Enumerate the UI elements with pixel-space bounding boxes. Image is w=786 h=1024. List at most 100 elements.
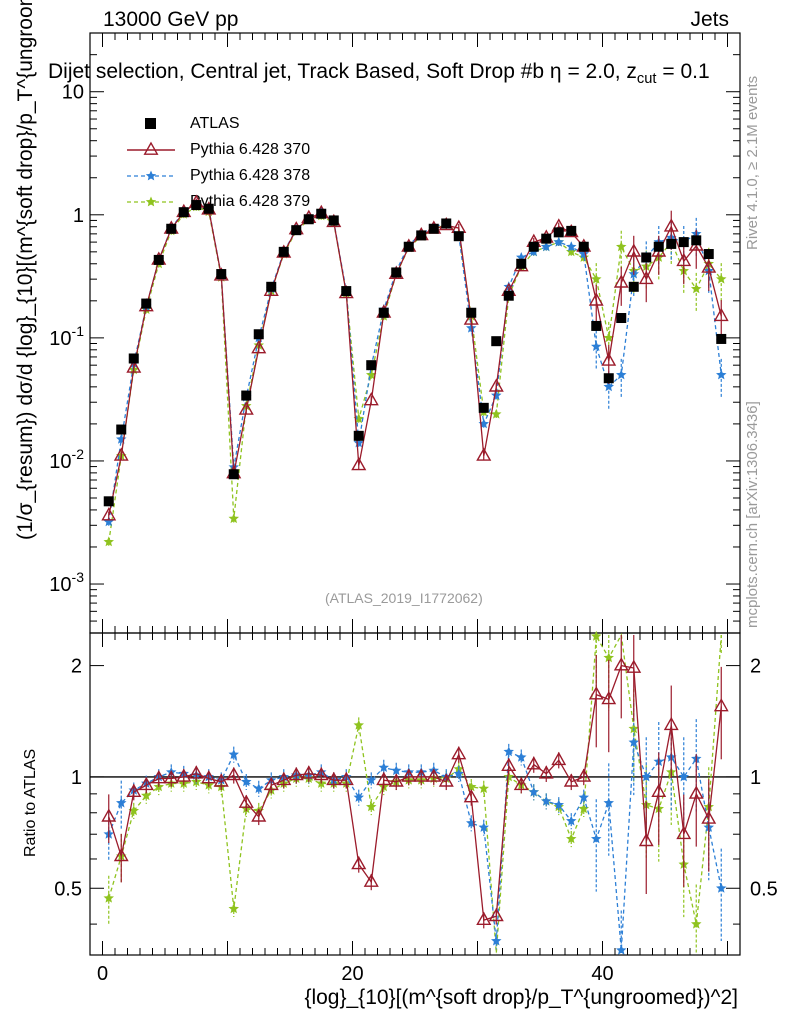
data-point-ratio <box>578 792 589 802</box>
data-point-atlas <box>166 223 177 234</box>
data-point-ratio <box>701 810 717 824</box>
data-point-atlas <box>128 353 139 364</box>
x-tick-label: 40 <box>591 963 613 985</box>
data-point-main <box>663 218 679 232</box>
data-point-ratio <box>238 794 254 808</box>
data-point-main <box>601 352 617 366</box>
data-point-main <box>491 390 502 400</box>
series-line-main-1 <box>108 202 722 516</box>
data-point-atlas <box>341 286 352 297</box>
data-point-ratio <box>101 808 117 822</box>
data-point-atlas <box>416 230 427 241</box>
data-point-ratio <box>478 822 489 832</box>
x-axis-label: {log}_{10}[(m^{soft drop}/p_T^{ungroomed… <box>304 986 738 1009</box>
data-point-main <box>491 408 502 419</box>
data-point-ratio <box>353 792 364 802</box>
data-point-ratio <box>578 803 589 814</box>
data-point-ratio <box>151 770 167 784</box>
data-point-main <box>691 283 702 294</box>
data-point-atlas <box>666 238 677 249</box>
legend-marker-379 <box>145 196 157 207</box>
data-point-main <box>716 273 727 284</box>
data-point-ratio <box>338 771 354 786</box>
data-point-ratio <box>226 766 242 781</box>
data-point-ratio <box>426 768 442 782</box>
data-point-atlas <box>316 208 327 219</box>
data-point-main <box>701 259 717 273</box>
data-point-main <box>638 270 654 285</box>
data-point-ratio <box>363 873 379 887</box>
plot-title-suffix: = 2.0, z <box>567 60 637 83</box>
data-point-main <box>351 456 367 471</box>
data-point-ratio <box>301 765 317 779</box>
y-tick-label-ratio-right: 0.5 <box>750 878 778 900</box>
data-point-ratio <box>188 765 204 779</box>
data-point-main <box>353 437 364 448</box>
data-point-ratio <box>201 770 217 784</box>
data-point-ratio <box>638 832 654 847</box>
data-point-ratio <box>263 776 279 791</box>
data-point-atlas <box>603 373 614 384</box>
data-point-main <box>676 252 692 267</box>
data-point-ratio <box>491 935 502 946</box>
data-point-atlas <box>228 469 239 480</box>
data-point-atlas <box>628 281 639 292</box>
header-right: Jets <box>690 8 729 31</box>
data-point-atlas <box>516 258 527 269</box>
data-point-main <box>251 340 267 354</box>
data-point-atlas <box>353 430 364 441</box>
x-tick-label: 0 <box>97 963 108 985</box>
data-point-ratio <box>388 773 404 787</box>
plot-title: Dijet selection, Central jet, Track Base… <box>48 60 710 87</box>
y-tick-label-main: 10-1 <box>49 323 84 350</box>
data-point-main <box>366 369 377 380</box>
data-point-ratio <box>601 690 617 705</box>
data-point-main <box>463 311 479 325</box>
data-point-main <box>126 359 142 373</box>
data-point-ratio <box>663 716 679 731</box>
data-point-main <box>466 322 477 333</box>
data-point-ratio <box>626 659 642 673</box>
series-line-main-3 <box>108 206 722 542</box>
data-point-main <box>566 246 577 257</box>
data-point-main <box>603 381 614 392</box>
data-point-main <box>616 369 627 380</box>
data-point-ratio <box>391 765 402 776</box>
header-left: 13000 GeV pp <box>103 8 239 31</box>
data-point-ratio <box>678 771 689 782</box>
data-point-atlas <box>441 218 452 229</box>
data-point-atlas <box>291 225 302 236</box>
data-point-ratio <box>103 892 114 903</box>
series-line-ratio-3 <box>108 632 722 954</box>
data-point-ratio <box>326 771 342 786</box>
data-point-atlas <box>453 231 464 242</box>
data-point-ratio <box>641 771 652 782</box>
data-point-atlas <box>503 290 514 301</box>
data-point-ratio <box>126 783 142 797</box>
legend-label-pythia-379: Pythia 6.428 379 <box>190 193 311 210</box>
data-point-ratio <box>253 783 264 793</box>
data-point-ratio <box>241 776 252 787</box>
data-point-ratio <box>501 757 517 771</box>
data-point-ratio <box>378 762 389 772</box>
series-line-ratio-1 <box>108 664 722 921</box>
data-point-atlas <box>541 233 552 244</box>
data-point-ratio <box>288 766 304 781</box>
data-point-ratio <box>503 771 514 782</box>
y-tick-label-ratio: 1 <box>71 767 82 789</box>
analysis-watermark: (ATLAS_2019_I1772062) <box>325 590 483 606</box>
data-point-ratio <box>553 799 564 810</box>
data-point-main <box>541 241 552 252</box>
y-tick-label-main: 10 <box>62 82 84 104</box>
data-point-main <box>626 243 642 257</box>
data-point-atlas <box>241 390 252 401</box>
y-tick-label-ratio-right: 1 <box>750 767 761 789</box>
legend-label-atlas: ATLAS <box>190 115 240 132</box>
data-point-ratio <box>128 805 139 816</box>
data-point-atlas <box>203 203 214 214</box>
data-point-atlas <box>178 207 189 218</box>
data-point-atlas <box>378 307 389 318</box>
data-point-atlas <box>266 281 277 292</box>
data-point-atlas <box>703 249 714 260</box>
legend-marker-atlas <box>145 118 156 129</box>
